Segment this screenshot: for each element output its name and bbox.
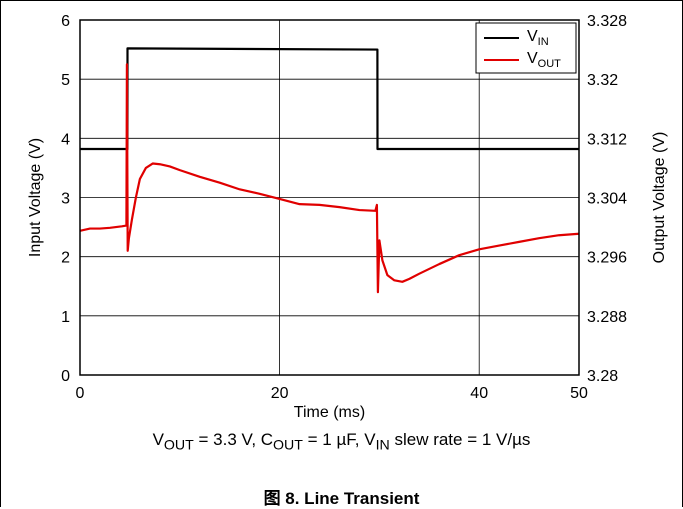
y-right-tick-label-3: 3.304 xyxy=(587,191,627,208)
y-left-tick-label-0: 0 xyxy=(61,368,70,385)
sub-v1: V xyxy=(152,430,164,449)
legend: VIN VOUT xyxy=(475,22,577,74)
x-tick-label-0: 0 xyxy=(76,385,85,402)
series-layer xyxy=(79,47,580,294)
line-transient-chart: 0 20 40 50 0 1 2 3 4 5 6 3.28 3.288 3.296 3.304 3.312 3.… xyxy=(27,13,668,421)
y-left-tick-label-5: 5 xyxy=(61,72,70,89)
legend-vin-sub: IN xyxy=(538,36,549,48)
y-right-tick-label-0: 3.28 xyxy=(587,368,618,385)
y-left-tick-label-6: 6 xyxy=(61,13,70,30)
sub-vout-rest: = 3.3 V, C xyxy=(193,430,274,449)
tick-labels: 0 20 40 50 0 1 2 3 4 5 6 3.28 3.288 3.296 3.304 3.312 3.… xyxy=(61,13,627,402)
x-tick-label-3: 50 xyxy=(570,385,588,402)
series-line-vin xyxy=(80,47,579,151)
y-right-tick-label-5: 3.32 xyxy=(587,72,618,89)
y-right-tick-label-6: 3.328 xyxy=(587,13,627,30)
y-left-tick-label-1: 1 xyxy=(61,309,70,326)
figure-caption: 图 8. Line Transient xyxy=(263,489,420,508)
y-left-tick-label-3: 3 xyxy=(61,191,70,208)
x-tick-label-2: 40 xyxy=(470,385,488,402)
y-left-tick-label-4: 4 xyxy=(61,131,70,148)
x-tick-label-1: 20 xyxy=(271,385,289,402)
y-right-tick-label-1: 3.288 xyxy=(587,309,627,326)
sub-vout-sub: OUT xyxy=(163,437,194,454)
plot-area xyxy=(79,19,580,376)
sub-vin-sub: IN xyxy=(375,437,390,454)
legend-vout-sub: OUT xyxy=(538,58,562,70)
sub-vin-rest: slew rate = 1 V/µs xyxy=(389,430,531,449)
y-right-axis-title: Output Voltage (V) xyxy=(651,132,668,264)
y-left-tick-label-2: 2 xyxy=(61,250,70,267)
test-conditions: VOUT = 3.3 V, COUT = 1 µF, VIN slew rate… xyxy=(0,430,683,453)
legend-label-vin: VIN xyxy=(527,28,549,48)
sub-cout-sub: OUT xyxy=(273,437,303,454)
legend-vin-main: V xyxy=(527,28,538,45)
y-right-tick-label-4: 3.312 xyxy=(587,131,627,148)
series-line-vout xyxy=(79,63,580,294)
y-right-tick-label-2: 3.296 xyxy=(587,250,627,267)
legend-label-vout: VOUT xyxy=(527,50,561,70)
sub-cout-rest: = 1 µF, V xyxy=(302,430,376,449)
legend-vout-main: V xyxy=(527,50,538,67)
legend-box xyxy=(475,22,577,74)
y-left-axis-title: Input Voltage (V) xyxy=(27,138,44,257)
x-axis-title: Time (ms) xyxy=(294,404,365,421)
